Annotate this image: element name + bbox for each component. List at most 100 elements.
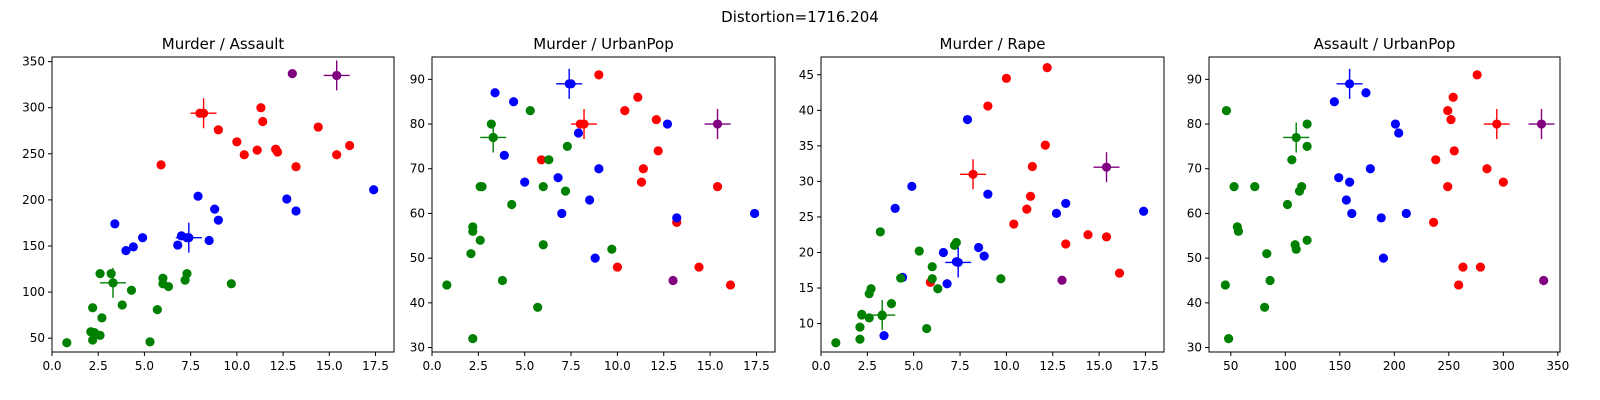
data-point (1262, 249, 1272, 259)
subplot-title: Assault / UrbanPop (1314, 35, 1456, 53)
data-point (1282, 199, 1293, 210)
x-tick-label: 10.0 (604, 359, 631, 373)
data-point (594, 164, 604, 174)
data-point (156, 160, 166, 170)
y-tick-label: 70 (410, 162, 425, 176)
x-tick-label: 15.0 (1086, 359, 1113, 373)
data-point (907, 181, 917, 191)
x-tick-label: 10.0 (993, 359, 1020, 373)
data-point (291, 206, 301, 216)
data-point (750, 208, 760, 219)
x-tick-label: 2.5 (469, 359, 488, 373)
centroid-marker (323, 60, 350, 91)
x-tick-label: 0.0 (42, 359, 61, 373)
data-point (562, 141, 572, 151)
y-tick-label: 40 (1187, 296, 1202, 310)
data-point (653, 146, 663, 156)
data-point (1428, 217, 1439, 227)
data-point (95, 269, 105, 279)
y-tick-label: 100 (22, 285, 45, 299)
data-point (890, 203, 900, 214)
data-point (638, 164, 648, 174)
data-point (1475, 262, 1486, 272)
data-point (128, 242, 138, 252)
data-point (95, 330, 105, 341)
data-point (538, 182, 548, 192)
x-tick-label: 17.5 (362, 359, 389, 373)
data-point (927, 274, 937, 284)
data-point (88, 303, 98, 313)
data-point (1448, 92, 1458, 102)
data-point (584, 195, 595, 205)
data-point (145, 337, 155, 347)
data-point (1057, 275, 1067, 285)
y-tick-label: 50 (1187, 251, 1202, 265)
centroid-marker (1483, 109, 1510, 140)
data-point (651, 114, 661, 125)
data-point (520, 177, 530, 187)
data-point (866, 284, 876, 294)
data-point (1025, 191, 1036, 201)
x-tick-label: 50 (1223, 359, 1238, 373)
data-point (1229, 182, 1239, 192)
data-point (1139, 206, 1149, 216)
data-point (573, 128, 584, 138)
data-point (1265, 275, 1275, 286)
centroid-marker (175, 222, 202, 253)
data-point (282, 194, 292, 204)
x-tick-label: 300 (1492, 359, 1515, 373)
data-point (1022, 204, 1032, 214)
y-tick-label: 10 (799, 317, 814, 331)
subplot-3: Murder / Rape 0.0 2.5 5.0 7.5 10.0 12.5 15.0 17.… (799, 35, 1165, 373)
data-point (544, 155, 554, 165)
data-point (232, 137, 242, 147)
data-point (1472, 70, 1482, 80)
data-point (258, 116, 268, 127)
data-point (1390, 119, 1400, 129)
y-tick-label: 45 (799, 68, 814, 82)
data-point (1101, 232, 1112, 242)
data-point (1443, 106, 1453, 116)
data-point (121, 245, 131, 256)
data-point (345, 140, 355, 151)
data-point (1114, 268, 1125, 278)
data-point (1061, 239, 1071, 249)
data-point (106, 269, 116, 279)
data-point (1431, 155, 1441, 165)
y-tick-label: 30 (1187, 341, 1202, 355)
data-point (1458, 262, 1468, 272)
data-point (477, 182, 487, 192)
data-point (672, 213, 682, 223)
data-point (1341, 195, 1351, 205)
data-point (1287, 155, 1297, 165)
subplot-title: Murder / Assault (162, 35, 285, 53)
data-point (117, 300, 127, 310)
data-point (662, 119, 673, 129)
x-tick-label: 350 (1546, 359, 1569, 373)
axes-frame (431, 56, 776, 353)
data-point (633, 92, 643, 102)
subplot-title: Murder / Rape (940, 35, 1046, 53)
data-point (1250, 182, 1260, 192)
data-point (88, 335, 98, 345)
y-tick-label: 15 (799, 281, 814, 295)
data-point (855, 322, 865, 332)
data-point (1539, 275, 1549, 286)
y-tick-label: 150 (22, 239, 45, 253)
data-point (1449, 146, 1459, 156)
figure-suptitle: Distortion=1716.204 (721, 8, 879, 26)
data-point (857, 310, 867, 320)
data-point (875, 227, 885, 237)
data-point (1302, 235, 1312, 245)
data-point (536, 155, 546, 165)
x-tick-label: 7.5 (562, 359, 581, 373)
y-tick-label: 60 (1187, 206, 1202, 220)
data-point (914, 246, 924, 256)
x-tick-label: 2.5 (858, 359, 877, 373)
data-point (1040, 140, 1050, 150)
x-tick-label: 15.0 (316, 359, 343, 373)
x-tick-label: 15.0 (697, 359, 724, 373)
x-tick-label: 12.5 (650, 359, 677, 373)
data-point (951, 237, 961, 248)
data-point (1365, 164, 1375, 174)
